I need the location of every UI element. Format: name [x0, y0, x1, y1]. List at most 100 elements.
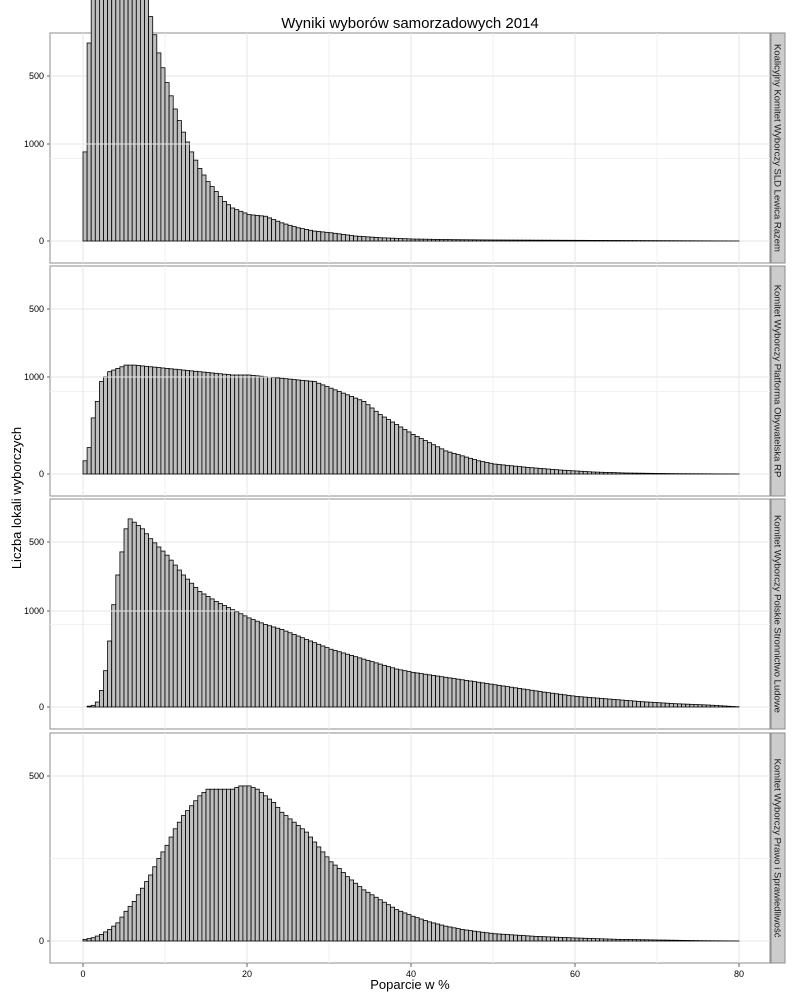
histogram-bar	[230, 788, 236, 942]
histogram-bar	[472, 459, 477, 475]
histogram-bar	[443, 925, 449, 942]
histogram-bar	[336, 233, 342, 242]
histogram-bar	[213, 788, 219, 942]
histogram-bar	[340, 233, 346, 242]
histogram-bar	[562, 694, 568, 708]
histogram-bar	[381, 416, 387, 475]
histogram-bar	[525, 239, 531, 242]
histogram-bar	[295, 635, 301, 708]
histogram-bar	[558, 936, 564, 942]
histogram-bar	[463, 929, 469, 942]
histogram-bar	[377, 237, 383, 242]
histogram-bar	[435, 923, 441, 942]
histogram-bar	[693, 704, 699, 708]
histogram-bar	[586, 471, 592, 475]
histogram-bars	[82, 785, 740, 942]
histogram-bar	[550, 692, 555, 708]
histogram-bar	[595, 938, 600, 942]
histogram-bar	[205, 181, 211, 242]
histogram-bar	[398, 238, 404, 242]
histogram-bar	[414, 672, 420, 708]
histogram-bar	[607, 240, 613, 242]
histogram-bar	[180, 369, 186, 475]
histogram-bar	[185, 810, 190, 942]
histogram-bar	[148, 16, 154, 242]
histogram-bar	[623, 472, 629, 475]
histogram-bar	[180, 574, 186, 708]
y-tick-label: 1000	[24, 139, 44, 149]
histogram-bar	[254, 215, 260, 242]
x-axis-title: Poparcie w %	[370, 977, 450, 992]
x-tick-label: 0	[80, 969, 85, 979]
histogram-bar	[99, 934, 104, 942]
histogram-bar	[627, 700, 633, 708]
y-tick-label: 0	[39, 702, 44, 712]
histogram-bar	[361, 236, 367, 242]
histogram-bar	[566, 937, 572, 942]
histogram-bar	[689, 703, 695, 708]
histogram-bar	[451, 452, 457, 475]
histogram-bar	[365, 404, 371, 475]
histogram-bar	[111, 925, 117, 942]
histogram-bar	[238, 210, 244, 242]
histogram-bar	[221, 373, 227, 475]
histogram-bar	[513, 934, 518, 942]
histogram-bar	[328, 648, 334, 708]
histogram-bar	[599, 698, 605, 708]
histogram-bar	[144, 533, 149, 708]
histogram-bar	[517, 934, 523, 942]
histogram-bar	[607, 938, 613, 942]
histogram-bar	[254, 788, 260, 942]
histogram-bar	[480, 682, 486, 708]
histogram-bar	[521, 935, 527, 942]
histogram-bar	[86, 938, 92, 942]
histogram-bar	[570, 937, 576, 942]
histogram-bar	[472, 930, 477, 942]
histogram-bar	[230, 609, 236, 708]
histogram-bar	[504, 934, 510, 942]
histogram-bar	[406, 671, 412, 708]
histogram-bar	[373, 896, 379, 942]
histogram-bar	[459, 929, 465, 942]
histogram-bar	[238, 374, 244, 475]
histogram-bar	[193, 159, 199, 242]
histogram-bar	[570, 470, 576, 475]
histogram-bar	[139, 0, 145, 242]
histogram-bar	[390, 237, 395, 242]
histogram-bar	[279, 629, 285, 708]
histogram-bar	[652, 702, 658, 708]
chart-title: Wyniki wyborów samorzadowych 2014	[281, 15, 538, 32]
histogram-bar	[718, 705, 723, 708]
histogram-bar	[648, 472, 654, 475]
histogram-bar	[308, 640, 313, 708]
histogram-bar	[603, 938, 609, 942]
histogram-bar	[209, 788, 215, 942]
histogram-bar	[336, 651, 342, 708]
histogram-bar	[484, 683, 490, 708]
histogram-bar	[550, 936, 555, 942]
histogram-bar	[197, 167, 203, 242]
histogram-bar	[254, 620, 260, 708]
histogram-bar	[418, 918, 424, 942]
histogram-bar	[607, 472, 613, 475]
histogram-bar	[603, 698, 609, 708]
histogram-bar	[668, 703, 674, 708]
histogram-bar	[398, 669, 404, 708]
histogram-bar	[644, 939, 650, 942]
histogram-bar	[115, 574, 121, 708]
histogram-bar	[299, 379, 305, 475]
histogram-bar	[447, 451, 453, 475]
y-tick-label: 500	[29, 71, 44, 81]
histogram-bar	[119, 551, 125, 708]
histogram-bar	[246, 617, 252, 708]
histogram-bar	[566, 694, 572, 708]
histogram-bar	[681, 940, 687, 942]
histogram-bar	[111, 369, 117, 475]
histogram-bar	[103, 670, 108, 708]
histogram-bar	[176, 120, 182, 242]
histogram-bar	[431, 238, 436, 242]
histogram-bar	[566, 470, 572, 475]
histogram-bar	[451, 678, 457, 708]
histogram-bar	[418, 673, 424, 708]
